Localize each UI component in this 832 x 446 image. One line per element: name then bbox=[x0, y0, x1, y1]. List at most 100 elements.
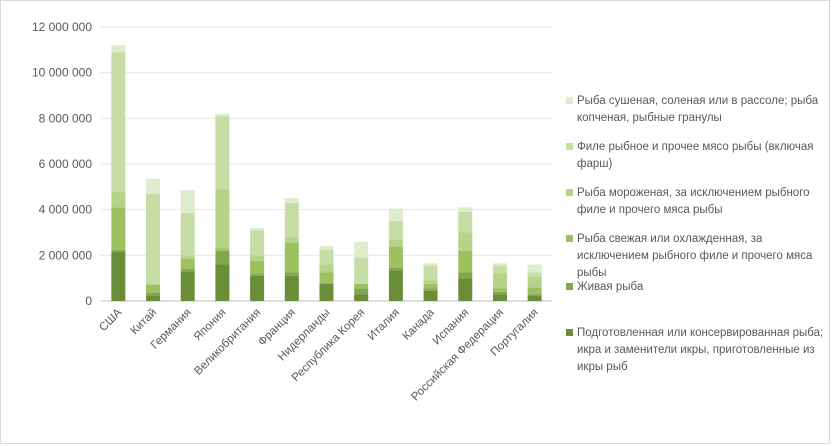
legend-item: Филе рыбное и прочее мясо рыбы (включая … bbox=[566, 139, 827, 173]
bar-segment bbox=[146, 283, 161, 286]
bar-segment bbox=[354, 283, 369, 289]
bar-segment bbox=[319, 264, 334, 273]
y-tick-label: 12 000 000 bbox=[32, 20, 92, 34]
bar-segment bbox=[111, 45, 126, 53]
bar-segment bbox=[388, 221, 403, 240]
bar-segment bbox=[458, 207, 473, 212]
y-tick-label: 4 000 000 bbox=[39, 203, 93, 217]
bar-segment bbox=[180, 190, 195, 214]
legend-label: Рыба мороженая, за исключением рыбного ф… bbox=[577, 187, 810, 216]
bar-segment bbox=[527, 272, 542, 278]
y-tick-label: 6 000 000 bbox=[39, 157, 93, 171]
bar-segment bbox=[215, 116, 230, 190]
y-tick-label: 8 000 000 bbox=[39, 111, 93, 125]
bar-segment bbox=[215, 113, 230, 117]
legend-item: Рыба мороженая, за исключением рыбного ф… bbox=[566, 185, 827, 219]
bar-segment bbox=[250, 255, 265, 262]
bar-segment bbox=[423, 280, 438, 284]
bar-segment bbox=[388, 267, 403, 271]
bar-segment bbox=[215, 248, 230, 251]
bar-segment bbox=[354, 241, 369, 258]
legend-swatch bbox=[566, 97, 573, 104]
bar-segment bbox=[458, 278, 473, 301]
bar-segment bbox=[423, 288, 438, 291]
bar-segment bbox=[319, 249, 334, 265]
bar-segment bbox=[492, 265, 507, 274]
x-tick-label: Италия bbox=[366, 307, 402, 343]
bar-segment bbox=[215, 189, 230, 249]
bar-segment bbox=[458, 272, 473, 279]
bar-segment bbox=[319, 272, 334, 283]
legend-label: Живая рыба bbox=[577, 281, 644, 293]
bar-segment bbox=[527, 294, 542, 296]
bar-segment bbox=[388, 208, 403, 222]
legend-swatch bbox=[566, 189, 573, 196]
bar-segment bbox=[527, 287, 542, 295]
bar-segment bbox=[388, 270, 403, 301]
bar-segment bbox=[423, 283, 438, 289]
bar-segment bbox=[215, 250, 230, 265]
bar-segment bbox=[527, 264, 542, 273]
bar-segment bbox=[527, 277, 542, 288]
bar-segment bbox=[388, 246, 403, 268]
bar-segment bbox=[180, 269, 195, 272]
bar-segment bbox=[458, 211, 473, 233]
bar-segment bbox=[250, 273, 265, 276]
x-tick-label: Китай bbox=[129, 307, 159, 337]
bar-segment bbox=[250, 227, 265, 231]
legend-item: Рыба сушеная, соленая или в рассоле; рыб… bbox=[566, 93, 827, 127]
legend-swatch bbox=[566, 235, 573, 242]
bar-segment bbox=[111, 207, 126, 250]
bar-segment bbox=[319, 246, 334, 250]
bar-segment bbox=[423, 290, 438, 301]
bar-segment bbox=[284, 242, 299, 273]
legend-swatch bbox=[566, 143, 573, 150]
bar-segment bbox=[284, 272, 299, 276]
legend-label: Подготовленная или консервированная рыба… bbox=[577, 327, 824, 373]
bar-segment bbox=[215, 264, 230, 301]
bar-segment bbox=[250, 261, 265, 274]
bar-segment bbox=[388, 239, 403, 247]
bar-segment bbox=[492, 263, 507, 266]
legend-item: Подготовленная или консервированная рыба… bbox=[566, 325, 827, 376]
y-tick-label: 2 000 000 bbox=[39, 248, 93, 262]
legend-item: Живая рыба bbox=[566, 279, 827, 296]
bar-segment bbox=[527, 295, 542, 301]
bar-segment bbox=[146, 178, 161, 194]
bar-segment bbox=[354, 294, 369, 301]
bar-segment bbox=[111, 191, 126, 208]
bar-segment bbox=[250, 275, 265, 301]
bar-segment bbox=[146, 295, 161, 301]
legend-label: Рыба свежая или охлажденная, за исключен… bbox=[577, 233, 813, 279]
legend-item: Рыба свежая или охлажденная, за исключен… bbox=[566, 231, 827, 282]
y-tick-label: 0 bbox=[85, 294, 92, 308]
bar-segment bbox=[284, 202, 299, 238]
bar-segment bbox=[458, 232, 473, 251]
bar-segment bbox=[492, 273, 507, 289]
bar-segment bbox=[146, 193, 161, 284]
bar-segment bbox=[354, 257, 369, 284]
bar-segment bbox=[284, 198, 299, 203]
bar-segment bbox=[146, 285, 161, 294]
bar-segment bbox=[319, 282, 334, 284]
bar-segment bbox=[423, 263, 438, 266]
bar-segment bbox=[354, 288, 369, 295]
bar-segment bbox=[180, 271, 195, 301]
bar-segment bbox=[284, 237, 299, 243]
x-tick-label: Великобритания bbox=[192, 307, 263, 378]
bar-segment bbox=[492, 294, 507, 301]
bar-segment bbox=[180, 255, 195, 259]
legend-swatch bbox=[566, 329, 573, 336]
bar-segment bbox=[492, 291, 507, 295]
bar-segment bbox=[180, 213, 195, 256]
legend-label: Филе рыбное и прочее мясо рыбы (включая … bbox=[577, 141, 814, 170]
y-tick-label: 10 000 000 bbox=[32, 66, 92, 80]
bar-segment bbox=[250, 230, 265, 256]
bar-segment bbox=[180, 258, 195, 270]
bar-segment bbox=[111, 52, 126, 192]
x-tick-label: США bbox=[97, 306, 124, 333]
bar-segment bbox=[111, 251, 126, 301]
bar-segment bbox=[423, 265, 438, 281]
bar-segment bbox=[146, 293, 161, 296]
